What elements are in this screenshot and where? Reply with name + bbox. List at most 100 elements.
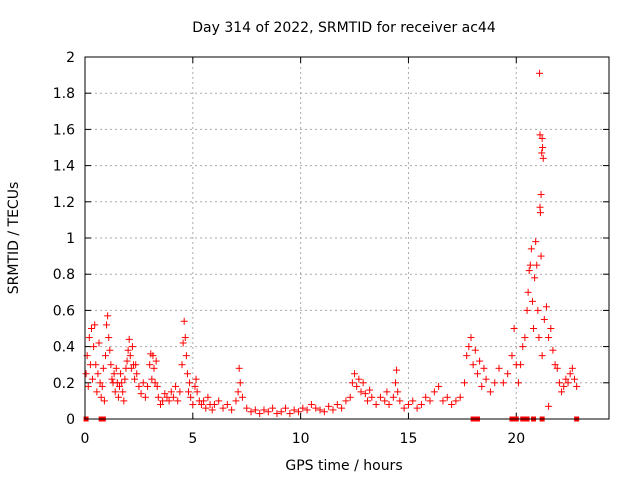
data-point (111, 388, 119, 396)
data-point (146, 361, 154, 369)
data-point (135, 382, 143, 390)
data-point (204, 393, 212, 401)
data-point (192, 375, 200, 383)
data-point (499, 379, 507, 387)
data-point (116, 382, 124, 390)
data-point (178, 361, 186, 369)
x-tick-label: 10 (292, 431, 310, 447)
data-point (101, 352, 109, 360)
data-point (183, 370, 191, 378)
y-tick-label: 1 (66, 231, 75, 247)
data-point (163, 393, 171, 401)
data-point (381, 397, 389, 405)
data-point (179, 339, 187, 347)
data-point (393, 366, 401, 374)
data-point (169, 393, 177, 401)
data-point (228, 406, 236, 414)
data-point (385, 401, 393, 409)
data-points (82, 69, 581, 422)
data-point (480, 364, 488, 372)
data-point (353, 382, 361, 390)
data-point (325, 402, 333, 410)
data-point (197, 401, 205, 409)
data-point (112, 364, 120, 372)
data-point (534, 306, 542, 314)
data-point (215, 397, 223, 405)
data-point (87, 325, 95, 332)
data-point (236, 379, 244, 387)
data-point (536, 209, 544, 217)
data-point (527, 245, 535, 253)
data-point (342, 397, 350, 405)
data-point (85, 334, 93, 342)
data-point (531, 274, 539, 282)
data-point (94, 370, 102, 378)
data-point (84, 382, 92, 390)
data-point (103, 321, 111, 329)
data-point (504, 370, 512, 378)
data-point (467, 334, 475, 342)
data-point (430, 388, 438, 396)
data-point (286, 410, 294, 418)
data-point (568, 364, 576, 372)
data-point (97, 393, 105, 401)
data-point (118, 379, 126, 387)
data-point (413, 404, 421, 412)
data-point (223, 401, 231, 409)
data-point (338, 404, 346, 412)
data-point (368, 393, 376, 401)
data-point (98, 382, 106, 390)
data-point (307, 401, 315, 409)
x-tick-label: 20 (507, 431, 525, 447)
data-point (210, 401, 218, 409)
data-point (562, 375, 570, 383)
data-point (547, 325, 555, 332)
data-point (186, 379, 194, 387)
data-point (219, 404, 227, 412)
data-point (104, 312, 112, 320)
data-point (566, 370, 574, 378)
data-point (545, 334, 553, 342)
data-point (96, 379, 104, 387)
data-point (549, 346, 557, 354)
data-point (348, 379, 356, 387)
data-point (533, 261, 541, 269)
y-axis-label: SRMTID / TECUs (6, 182, 22, 295)
data-point (469, 361, 477, 369)
data-point (108, 375, 116, 383)
data-point (264, 408, 272, 416)
y-tick-label: 0.4 (53, 340, 75, 356)
data-point (443, 393, 451, 401)
data-point (189, 401, 197, 409)
data-point (247, 408, 255, 416)
data-point (139, 379, 147, 387)
y-tick-label: 2 (66, 50, 75, 66)
data-point (553, 364, 561, 372)
data-point (525, 267, 533, 275)
y-tick-label: 1.4 (53, 159, 75, 175)
data-point (187, 393, 195, 401)
data-point (573, 382, 581, 390)
data-point (110, 370, 118, 378)
data-point (394, 388, 402, 396)
data-point (530, 325, 538, 332)
data-point (172, 382, 180, 390)
data-point (560, 382, 568, 390)
data-point (185, 388, 193, 396)
data-point (486, 388, 494, 396)
data-point (235, 364, 243, 372)
x-axis-label: GPS time / hours (285, 458, 402, 474)
data-point (89, 375, 97, 383)
data-point (542, 303, 550, 311)
data-point (273, 410, 281, 418)
data-point (181, 334, 189, 342)
data-point (558, 388, 566, 396)
data-point (478, 382, 486, 390)
data-point (564, 379, 572, 387)
data-point (537, 191, 545, 199)
data-point (191, 382, 199, 390)
data-point (165, 397, 173, 405)
data-point (126, 352, 134, 360)
data-point (463, 352, 471, 360)
